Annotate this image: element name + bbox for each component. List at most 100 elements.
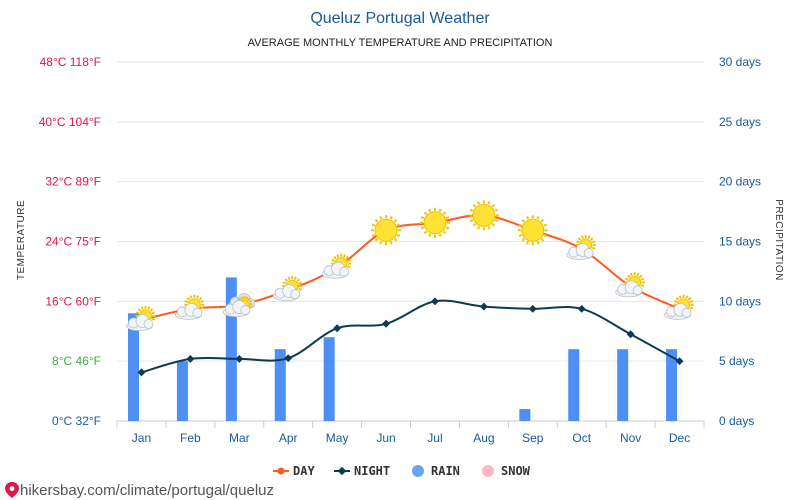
sun-ray: [687, 297, 692, 301]
legend-snow[interactable]: SNOW: [482, 464, 531, 478]
sun-ray: [198, 297, 203, 301]
grid: [116, 61, 705, 428]
night-point: [333, 324, 342, 333]
sun-ray: [675, 297, 680, 301]
sun-ray: [393, 218, 398, 223]
sun-ray: [336, 254, 340, 258]
night-line: [141, 299, 680, 374]
sun-ray: [591, 240, 596, 244]
sun-ray: [445, 226, 450, 230]
cloud-shape: [321, 261, 350, 279]
legend-rain-label: RAIN: [431, 464, 460, 478]
rain-bar: [519, 409, 531, 421]
weather-icons: [126, 200, 694, 331]
sun-ray: [626, 274, 631, 279]
sun-ray: [371, 233, 376, 237]
sun-ray: [442, 230, 447, 235]
sun-rays: [419, 207, 450, 238]
cloud-shape: [664, 302, 692, 320]
cloud-puff: [290, 289, 301, 300]
left-tick-label: 40°C 104°F: [39, 115, 101, 129]
cloud-shape: [174, 302, 203, 320]
sun-ray: [494, 218, 499, 222]
right-axis-ticks: 0 days 5 days 10 days 15 days 20 days 25 days…: [719, 55, 761, 428]
partly-cloudy-icon: [126, 306, 156, 331]
sun-ray: [580, 235, 584, 239]
partly-cloudy-icon: [272, 276, 303, 302]
sun-ray: [140, 306, 144, 310]
sun-ray: [494, 208, 499, 212]
partly-cloudy-icon: [566, 234, 596, 260]
sun-ray: [331, 258, 336, 262]
sun-ray: [248, 305, 253, 309]
sun-ray: [423, 230, 428, 235]
sun-ray: [678, 295, 682, 299]
sun-ray: [396, 233, 401, 237]
month-label: Jan: [132, 431, 151, 445]
partly-cloudy-icon: [174, 294, 205, 320]
sun-ray: [518, 233, 523, 237]
sun-ray: [472, 204, 477, 208]
sun-icon: [517, 215, 548, 246]
sun-ray: [379, 216, 383, 220]
legend-snow-marker: [482, 465, 494, 477]
sun-ray: [374, 238, 379, 242]
left-tick-label: 0°C 32°F: [52, 414, 101, 428]
sun-ray: [487, 201, 491, 205]
sun-ray: [469, 208, 474, 212]
right-tick-label: 25 days: [719, 115, 761, 129]
sun-ray: [137, 308, 142, 312]
legend-night-marker: [337, 466, 347, 476]
month-label: Dec: [669, 431, 690, 445]
sun-ray: [638, 274, 643, 279]
month-label: Feb: [180, 431, 201, 445]
left-tick-label: 32°C 89°F: [45, 175, 101, 189]
sun-ray: [147, 306, 151, 310]
rain-bar: [176, 361, 188, 421]
sun-ray: [428, 233, 432, 238]
legend-rain[interactable]: RAIN: [412, 464, 460, 478]
cloud-puff: [583, 248, 594, 258]
sun-ray: [389, 240, 393, 245]
sun-ray: [240, 296, 244, 300]
month-label: Aug: [473, 431, 494, 445]
night-point: [284, 354, 293, 363]
sun-ray: [149, 308, 154, 312]
cloud-shape: [615, 280, 643, 298]
left-tick-label: 8°C 46°F: [52, 354, 101, 368]
partly-cloudy-icon: [321, 253, 352, 279]
night-point: [186, 354, 195, 363]
sun-ray: [282, 281, 287, 285]
legend-day-label: DAY: [293, 464, 315, 478]
sun-ray: [245, 296, 249, 300]
sun-ray: [379, 240, 383, 245]
sun-ray: [347, 265, 351, 269]
sun-ray: [423, 211, 428, 216]
day-line: [141, 214, 680, 321]
rain-bar: [666, 349, 678, 421]
legend-day[interactable]: DAY: [273, 464, 315, 478]
temperature-lines: [137, 212, 684, 377]
sun-ray: [151, 317, 156, 321]
sun-ray: [287, 276, 291, 281]
sun-ray: [640, 277, 645, 281]
sun-ray: [438, 208, 442, 213]
legend-night[interactable]: NIGHT: [334, 464, 390, 478]
cloudy-icon: [222, 293, 256, 317]
sun-rays: [517, 215, 548, 246]
rain-bars: [128, 277, 678, 421]
right-tick-label: 5 days: [719, 354, 754, 368]
sun-ray: [371, 223, 376, 227]
sun-ray: [151, 311, 156, 315]
cloud-shape: [272, 284, 301, 302]
sun-ray: [389, 216, 393, 220]
right-axis-title: PRECIPITATION: [773, 199, 784, 281]
sun-ray: [526, 216, 530, 220]
month-label: Apr: [279, 431, 298, 445]
sun-icon: [371, 215, 402, 246]
night-point: [626, 330, 635, 339]
sun-ray: [673, 300, 678, 304]
month-label: Nov: [620, 431, 641, 445]
sun-ray: [247, 297, 251, 302]
source-link[interactable]: hikersbay.com/climate/portugal/queluz: [5, 482, 274, 499]
